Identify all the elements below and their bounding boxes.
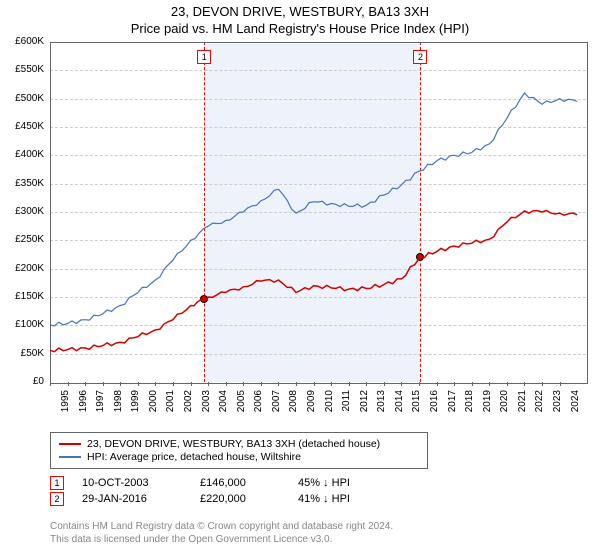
sale-diff-2: 41% ↓ HPI (298, 493, 350, 505)
footnote: Contains HM Land Registry data © Crown c… (50, 520, 393, 546)
sale-marker-2: 2 (50, 492, 64, 506)
series-price_paid (50, 211, 577, 352)
legend: 23, DEVON DRIVE, WESTBURY, BA13 3XH (det… (50, 432, 428, 469)
series-hpi (50, 93, 577, 326)
sale-marker-1: 1 (50, 476, 64, 490)
sale-price-2: £220,000 (200, 493, 280, 505)
sale-price-1: £146,000 (200, 477, 280, 489)
footnote-line-2: This data is licensed under the Open Gov… (50, 533, 393, 546)
sale-date-2: 29-JAN-2016 (82, 493, 182, 505)
legend-swatch-hpi (59, 456, 81, 458)
footnote-line-1: Contains HM Land Registry data © Crown c… (50, 520, 393, 533)
sale-row-2: 2 29-JAN-2016 £220,000 41% ↓ HPI (50, 492, 350, 506)
sale-date-1: 10-OCT-2003 (82, 477, 182, 489)
sale-row-1: 1 10-OCT-2003 £146,000 45% ↓ HPI (50, 476, 350, 490)
legend-item-price: 23, DEVON DRIVE, WESTBURY, BA13 3XH (det… (59, 438, 419, 450)
sales-table: 1 10-OCT-2003 £146,000 45% ↓ HPI 2 29-JA… (50, 474, 350, 508)
legend-label-hpi: HPI: Average price, detached house, Wilt… (87, 451, 301, 463)
legend-label-price: 23, DEVON DRIVE, WESTBURY, BA13 3XH (det… (87, 438, 380, 450)
sale-diff-1: 45% ↓ HPI (298, 477, 350, 489)
legend-item-hpi: HPI: Average price, detached house, Wilt… (59, 451, 419, 463)
legend-swatch-price (59, 443, 81, 445)
